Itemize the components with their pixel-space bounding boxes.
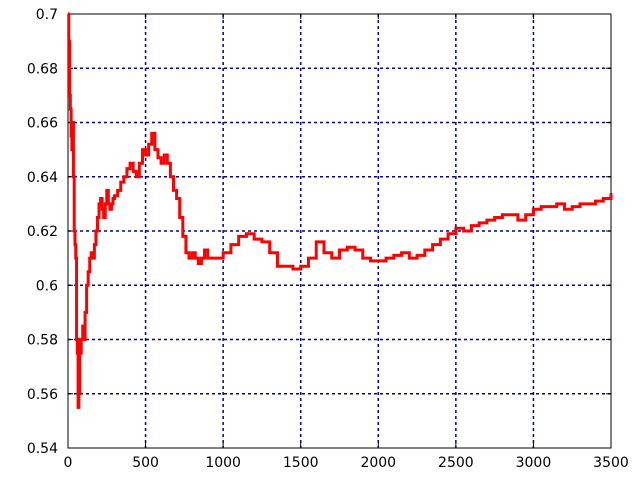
x-tick-label: 1000 <box>205 455 241 471</box>
y-tick-label: 0.7 <box>36 7 58 23</box>
x-tick-label: 3500 <box>593 455 629 471</box>
y-tick-label: 0.6 <box>36 278 58 294</box>
x-tick-label: 0 <box>64 455 73 471</box>
y-tick-label: 0.66 <box>27 116 58 132</box>
y-tick-label: 0.64 <box>27 170 58 186</box>
y-tick-label: 0.68 <box>27 61 58 77</box>
y-tick-label: 0.58 <box>27 333 58 349</box>
y-tick-label: 0.54 <box>27 441 58 457</box>
y-tick-label: 0.56 <box>27 387 58 403</box>
x-tick-label: 1500 <box>283 455 319 471</box>
x-tick-label: 500 <box>132 455 159 471</box>
x-tick-label: 3000 <box>516 455 552 471</box>
y-tick-label: 0.62 <box>27 224 58 240</box>
x-tick-label: 2000 <box>360 455 396 471</box>
x-tick-label: 2500 <box>438 455 474 471</box>
